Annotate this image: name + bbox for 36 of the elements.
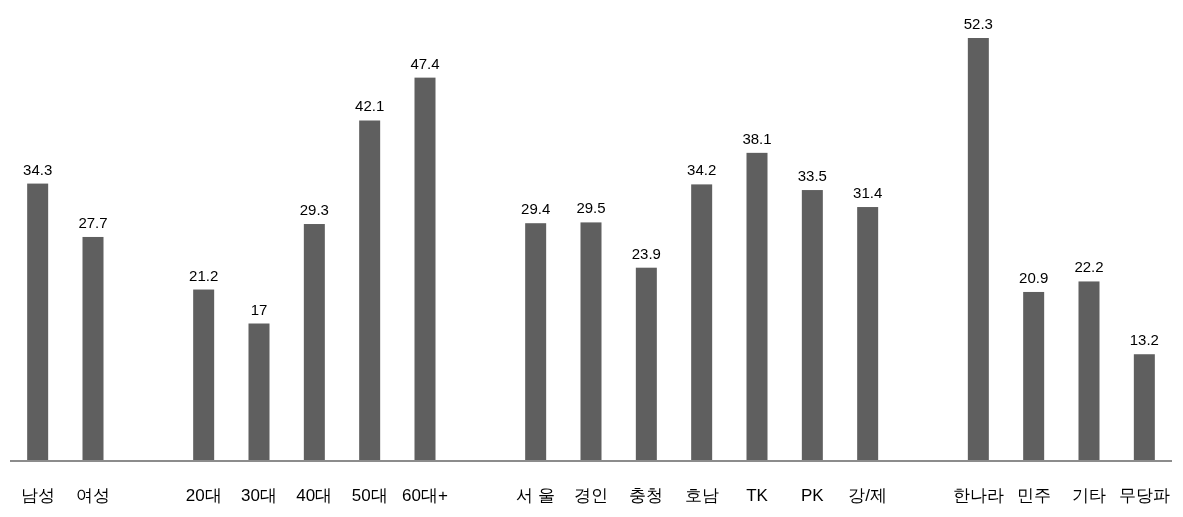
x-tick-label: 민주 xyxy=(1016,486,1051,505)
data-label: 22.2 xyxy=(1074,258,1104,276)
x-tick-label: 경인 xyxy=(574,486,608,505)
x-tick-label: 40대 xyxy=(296,486,333,505)
data-label: 34.2 xyxy=(687,161,717,179)
x-tick-label: 한나라 xyxy=(952,486,1004,505)
x-tick-label: 20대 xyxy=(185,486,222,505)
x-tick-label: PK xyxy=(800,486,825,505)
data-label: 34.3 xyxy=(23,160,53,178)
data-label: 29.5 xyxy=(576,199,606,217)
x-tick-label: 서 울 xyxy=(516,486,556,505)
x-tick-label: 남성 xyxy=(20,486,55,505)
x-tick-label: 호남 xyxy=(684,486,719,505)
data-label: 17 xyxy=(250,300,268,318)
x-tick-label: 60대+ xyxy=(402,486,448,505)
x-tick-label: 강/제 xyxy=(848,486,888,505)
x-tick-label: 30대 xyxy=(241,486,277,505)
data-label: 52.3 xyxy=(963,15,993,32)
data-label: 21.2 xyxy=(189,266,219,284)
data-label: 31.4 xyxy=(853,184,883,202)
data-label: 13.2 xyxy=(1129,331,1159,349)
data-label: 23.9 xyxy=(631,244,661,262)
data-label: 33.5 xyxy=(797,167,827,185)
data-label: 47.4 xyxy=(410,54,440,72)
data-label: 20.9 xyxy=(1019,268,1049,286)
data-label: 29.4 xyxy=(521,200,551,218)
x-tick-label: 무당파 xyxy=(1118,486,1170,505)
x-tick-label: 기타 xyxy=(1072,486,1106,505)
x-tick-label: 50대 xyxy=(351,486,388,505)
data-label: 38.1 xyxy=(742,129,772,147)
data-label: 42.1 xyxy=(355,97,385,115)
data-label: 27.7 xyxy=(78,213,108,231)
data-label: 29.3 xyxy=(299,201,329,219)
x-tick-label: 충청 xyxy=(629,486,664,505)
x-tick-label: 여성 xyxy=(76,486,110,505)
x-tick-label: TK xyxy=(746,486,769,505)
